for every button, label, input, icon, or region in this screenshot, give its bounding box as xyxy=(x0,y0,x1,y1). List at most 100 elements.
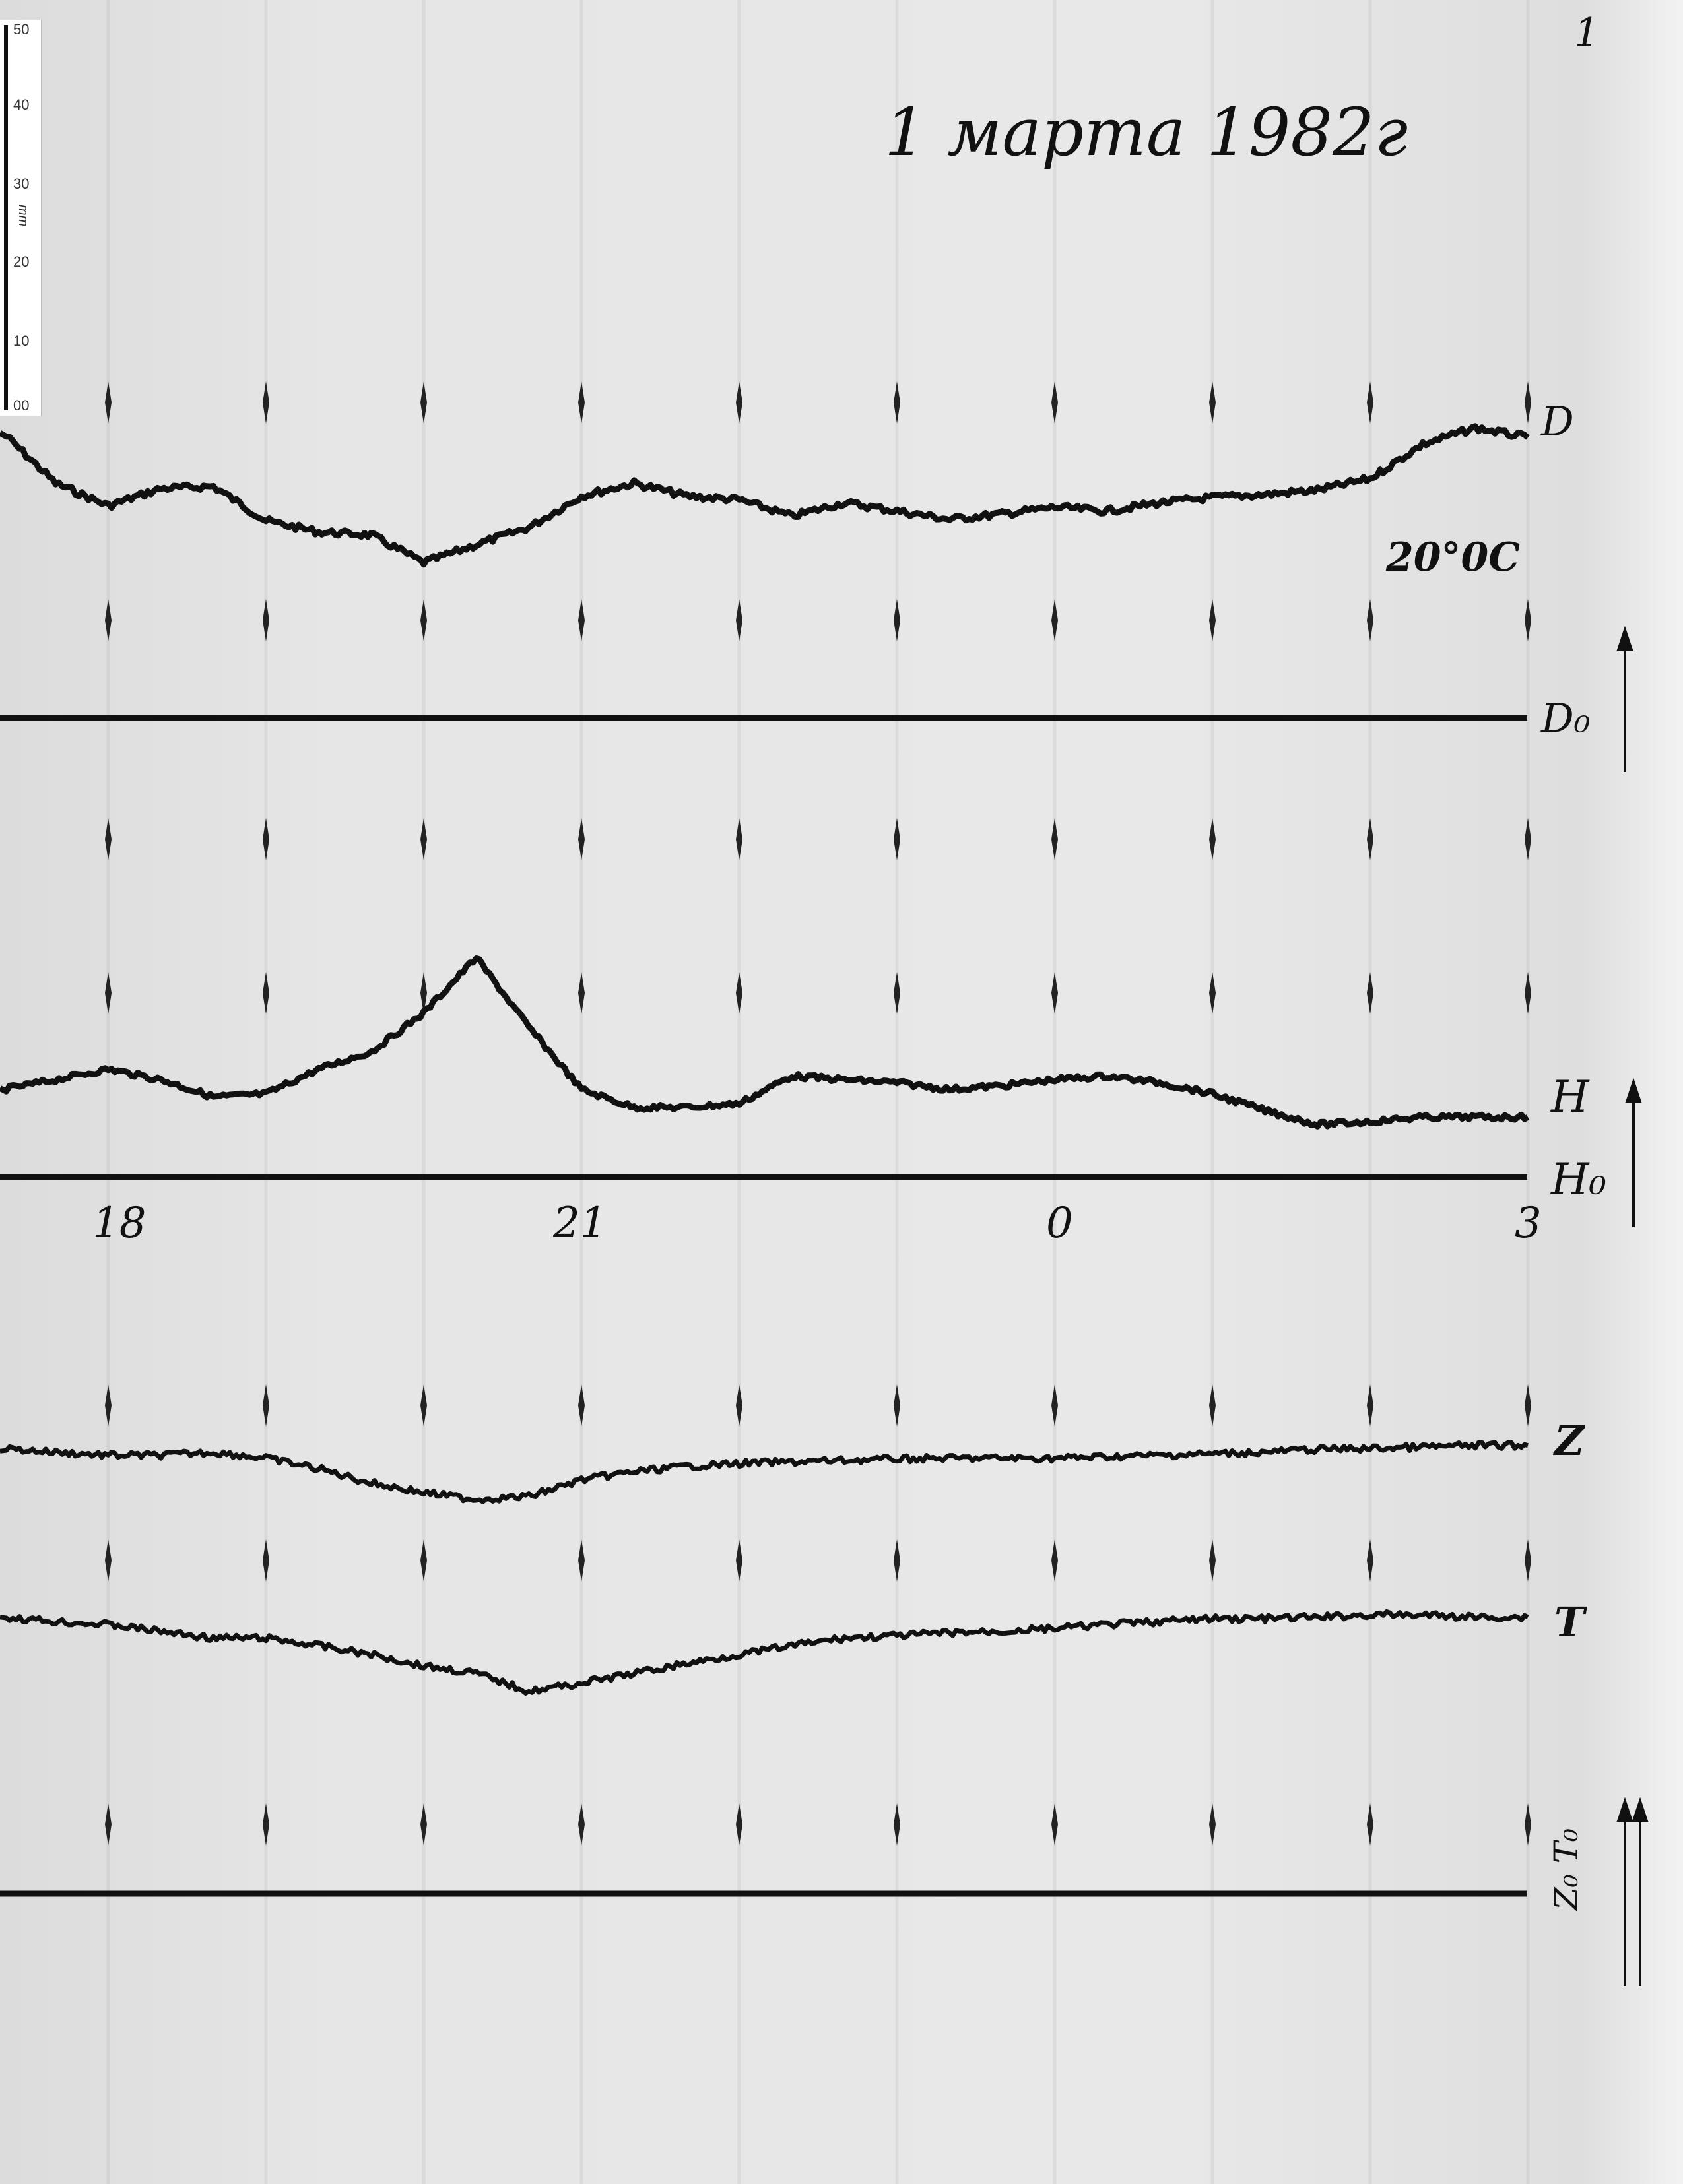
series-label-d: D xyxy=(1540,397,1574,445)
hour-marker xyxy=(1367,599,1373,641)
hour-marker xyxy=(105,599,112,641)
hour-marker xyxy=(1525,599,1531,641)
hour-marker xyxy=(1209,1539,1216,1582)
baseline-label-h0: H₀ xyxy=(1550,1154,1606,1205)
hour-marker xyxy=(1051,1803,1058,1846)
ruler-tick: 20 xyxy=(13,253,30,270)
series-label-z: Z xyxy=(1552,1417,1586,1465)
hour-marker xyxy=(105,1384,112,1427)
hour-marker xyxy=(263,818,269,860)
hour-marker xyxy=(1525,1384,1531,1427)
temperature-note: 20°0C xyxy=(1385,534,1520,581)
hour-marker xyxy=(263,1539,269,1582)
hour-marker xyxy=(1209,599,1216,641)
hour-marker xyxy=(894,381,900,424)
trace-d xyxy=(0,423,1530,568)
x-tick-label: 0 xyxy=(1046,1199,1073,1248)
hour-marker xyxy=(894,1803,900,1846)
hour-marker xyxy=(894,818,900,860)
hour-marker xyxy=(894,1384,900,1427)
hour-marker xyxy=(736,1539,742,1582)
hour-marker xyxy=(1525,1539,1531,1582)
x-tick-label: 21 xyxy=(552,1199,607,1248)
hour-marker xyxy=(578,1539,585,1582)
hour-marker xyxy=(1209,1803,1216,1846)
hour-marker xyxy=(1525,1803,1531,1846)
arrow-head-icon xyxy=(1625,1077,1642,1103)
trace-z xyxy=(0,1440,1529,1504)
hour-marker xyxy=(420,1384,427,1427)
hour-marker xyxy=(578,381,585,424)
hour-marker xyxy=(1209,972,1216,1014)
trace-h xyxy=(0,955,1530,1130)
hour-marker xyxy=(420,818,427,860)
baseline-label-z0-t0: Z₀ T₀ xyxy=(1547,1828,1585,1911)
hour-marker xyxy=(1051,972,1058,1014)
arrow-head-icon xyxy=(1616,1797,1634,1822)
x-tick-label: 18 xyxy=(92,1199,146,1248)
hour-marker xyxy=(578,599,585,641)
hour-marker xyxy=(263,972,269,1014)
hour-marker xyxy=(736,972,742,1014)
hour-marker xyxy=(105,972,112,1014)
hour-marker xyxy=(105,1803,112,1846)
ruler-tick: 10 xyxy=(13,333,30,349)
hour-marker xyxy=(894,1539,900,1582)
x-tick-label: 3 xyxy=(1515,1199,1542,1248)
hour-marker xyxy=(578,972,585,1014)
hour-marker xyxy=(736,381,742,424)
hour-marker xyxy=(1051,1384,1058,1427)
ruler-tick: 40 xyxy=(13,96,30,113)
hour-marker xyxy=(578,818,585,860)
hour-marker xyxy=(1525,818,1531,860)
hour-marker xyxy=(263,381,269,424)
hour-marker xyxy=(1367,1539,1373,1582)
hour-marker xyxy=(736,1803,742,1846)
hour-marker xyxy=(420,1803,427,1846)
ruler-bar xyxy=(4,25,8,410)
hour-marker xyxy=(1209,381,1216,424)
hour-marker xyxy=(1051,818,1058,860)
hour-marker xyxy=(1051,599,1058,641)
hour-marker xyxy=(736,1384,742,1427)
hour-marker xyxy=(1051,381,1058,424)
trace-t xyxy=(0,1609,1529,1696)
hour-marker xyxy=(736,599,742,641)
hour-marker xyxy=(1525,381,1531,424)
hour-marker xyxy=(263,599,269,641)
hour-marker xyxy=(1367,1803,1373,1846)
series-label-h: H xyxy=(1550,1072,1590,1122)
scale-arrows xyxy=(1616,626,1649,1986)
hour-marker xyxy=(578,1803,585,1846)
arrow-head-icon xyxy=(1632,1797,1649,1822)
hour-marker xyxy=(420,381,427,424)
hour-marker xyxy=(1367,972,1373,1014)
hour-marker xyxy=(105,1539,112,1582)
hour-marker xyxy=(1525,972,1531,1014)
baseline-label-d0: D₀ xyxy=(1540,694,1591,742)
hour-marker xyxy=(263,1384,269,1427)
ruler-tick: 50 xyxy=(13,21,30,38)
hour-marker xyxy=(1209,1384,1216,1427)
hour-marker xyxy=(105,818,112,860)
hour-marker xyxy=(1209,818,1216,860)
mm-scale-ruler: 50 40 30 20 10 00 mm xyxy=(0,20,42,416)
page-number: 1 xyxy=(1574,10,1599,56)
hour-marker xyxy=(420,1539,427,1582)
hour-marker xyxy=(263,1803,269,1846)
hour-marker xyxy=(894,599,900,641)
hour-marker xyxy=(420,599,427,641)
hour-marker xyxy=(1051,1539,1058,1582)
hour-marker xyxy=(105,381,112,424)
hour-marker xyxy=(578,1384,585,1427)
hour-marker xyxy=(1367,818,1373,860)
hour-marker xyxy=(1367,1384,1373,1427)
ruler-tick: 00 xyxy=(13,397,30,414)
ruler-tick: 30 xyxy=(13,176,30,192)
chart-title: 1 марта 1982г xyxy=(884,94,1408,171)
series-label-t: T xyxy=(1554,1598,1587,1646)
hour-marker xyxy=(1367,381,1373,424)
hour-marker xyxy=(736,818,742,860)
